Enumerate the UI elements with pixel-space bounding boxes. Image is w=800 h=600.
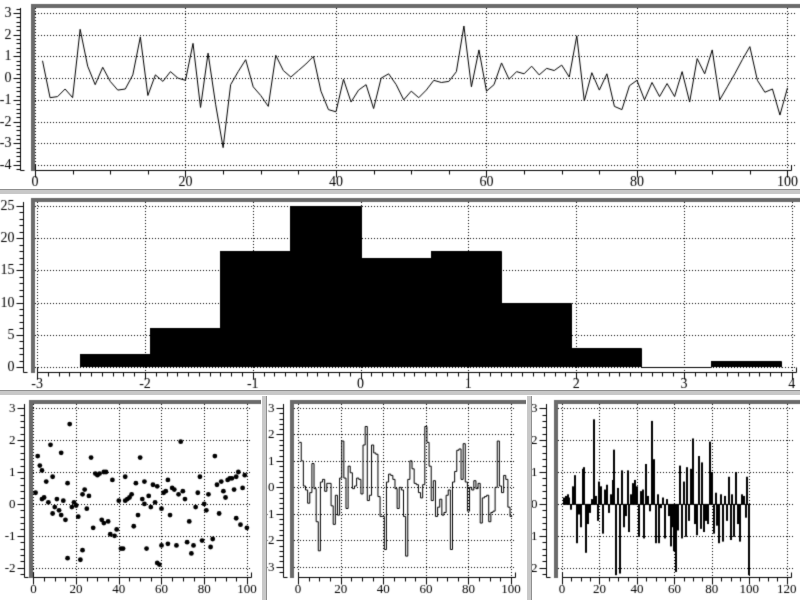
vertical-separator	[261, 396, 267, 600]
panel-scatter-chart	[0, 396, 261, 600]
histogram-canvas	[0, 195, 800, 390]
scatter-canvas	[0, 396, 261, 600]
panel-line-chart	[0, 0, 800, 189]
panel-histeps-chart	[267, 396, 526, 600]
histeps-canvas	[267, 396, 526, 600]
impulses-canvas	[532, 396, 800, 600]
horizontal-separator	[0, 189, 800, 195]
horizontal-separator	[0, 390, 800, 396]
panel-impulses-chart	[532, 396, 800, 600]
panel-histogram-chart	[0, 195, 800, 390]
vertical-separator	[526, 396, 532, 600]
line-chart-canvas	[0, 0, 800, 189]
